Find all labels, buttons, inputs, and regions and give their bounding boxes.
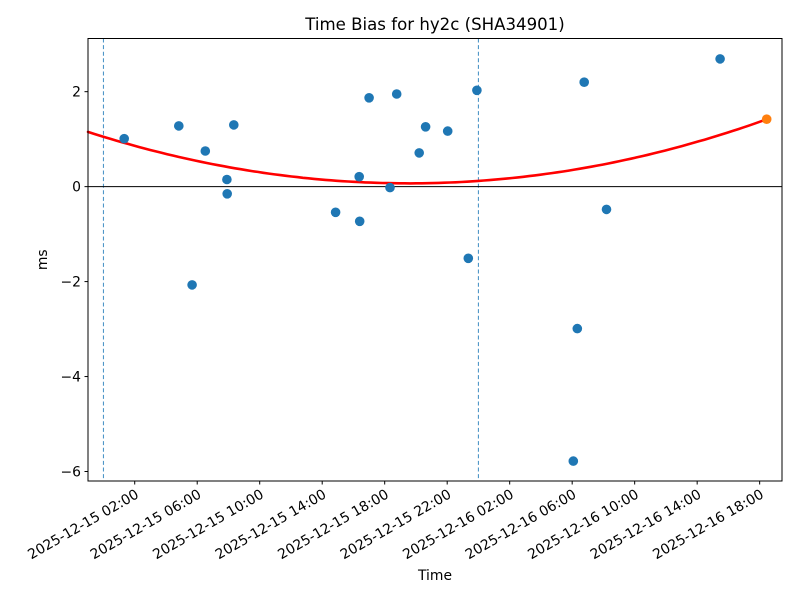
data-point [442, 126, 453, 136]
data-point [187, 280, 197, 290]
x-axis-label: Time [417, 568, 452, 584]
data-point [354, 216, 365, 227]
data-point [330, 207, 341, 218]
data-point [385, 182, 395, 193]
data-point [391, 89, 402, 99]
data-point [174, 121, 184, 131]
data-point [414, 148, 425, 158]
axes-box [87, 38, 783, 482]
data-point [579, 77, 589, 87]
fit-curve [86, 118, 768, 185]
data-point [568, 456, 579, 466]
data-point [420, 122, 431, 132]
y-tick-label: −2 [61, 275, 81, 291]
chart-title: Time Bias for hy2c (SHA34901) [304, 15, 564, 34]
data-point [472, 85, 482, 96]
data-point [119, 133, 129, 144]
y-axis-label: ms [35, 249, 51, 270]
predicted-point [761, 114, 772, 124]
data-point [715, 54, 725, 64]
data-point [222, 189, 232, 199]
data-point [222, 174, 232, 185]
y-tick-label: −4 [61, 370, 82, 386]
data-point [601, 204, 612, 215]
data-point [200, 146, 211, 156]
y-tick-label: −6 [61, 465, 81, 481]
data-point [572, 323, 583, 334]
data-point [354, 171, 365, 182]
data-point [364, 93, 374, 103]
data-point [463, 253, 474, 264]
y-tick-label: 0 [72, 180, 81, 196]
y-tick-label: 2 [72, 85, 81, 101]
data-point [229, 120, 239, 130]
